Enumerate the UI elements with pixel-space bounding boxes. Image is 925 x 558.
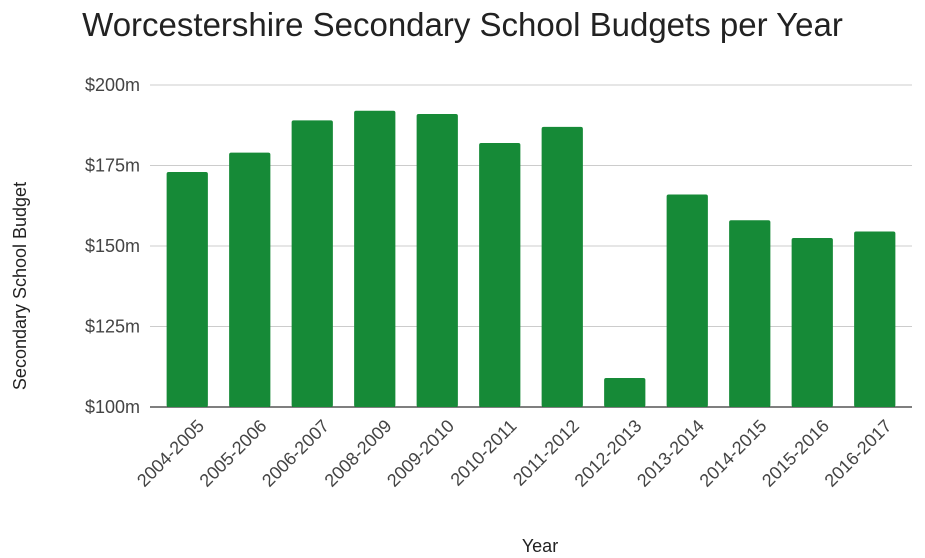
chart-title: Worcestershire Secondary School Budgets … (82, 6, 843, 43)
bar (229, 152, 271, 407)
y-tick-label: $150m (85, 236, 140, 256)
x-tick-label: 2013-2014 (633, 416, 708, 491)
y-tick-label: $175m (85, 156, 140, 176)
x-tick-label: 2015-2016 (758, 416, 833, 491)
bar (791, 237, 833, 407)
y-tick-label: $100m (85, 397, 140, 417)
bar (604, 378, 646, 407)
bar (166, 171, 208, 407)
x-tick-label: 2014-2015 (696, 416, 771, 491)
y-tick-labels: $100m $125m $150m $175m $200m (85, 75, 140, 417)
x-axis-title: Year (522, 536, 558, 556)
x-tick-label: 2008-2009 (321, 416, 396, 491)
x-tick-label: 2004-2005 (133, 416, 208, 491)
bar (666, 194, 708, 407)
x-tick-label: 2009-2010 (383, 416, 458, 491)
gridlines (150, 84, 912, 408)
bar (729, 220, 771, 407)
y-tick-label: $200m (85, 75, 140, 95)
bar (854, 231, 896, 407)
x-tick-label: 2012-2013 (571, 416, 646, 491)
y-tick-label: $125m (85, 317, 140, 337)
x-tick-label: 2005-2006 (196, 416, 271, 491)
bar (541, 126, 583, 408)
x-tick-label: 2016-2017 (821, 416, 896, 491)
x-tick-label: 2010-2011 (447, 416, 521, 490)
bar (354, 110, 396, 407)
x-tick-label: 2006-2007 (258, 416, 333, 491)
bar (479, 142, 521, 407)
bar (416, 113, 458, 407)
bars (166, 110, 896, 408)
bar (291, 120, 333, 408)
y-axis-title: Secondary School Budget (10, 182, 30, 390)
x-tick-labels: 2004-20052005-20062006-20072008-20092009… (133, 416, 896, 491)
